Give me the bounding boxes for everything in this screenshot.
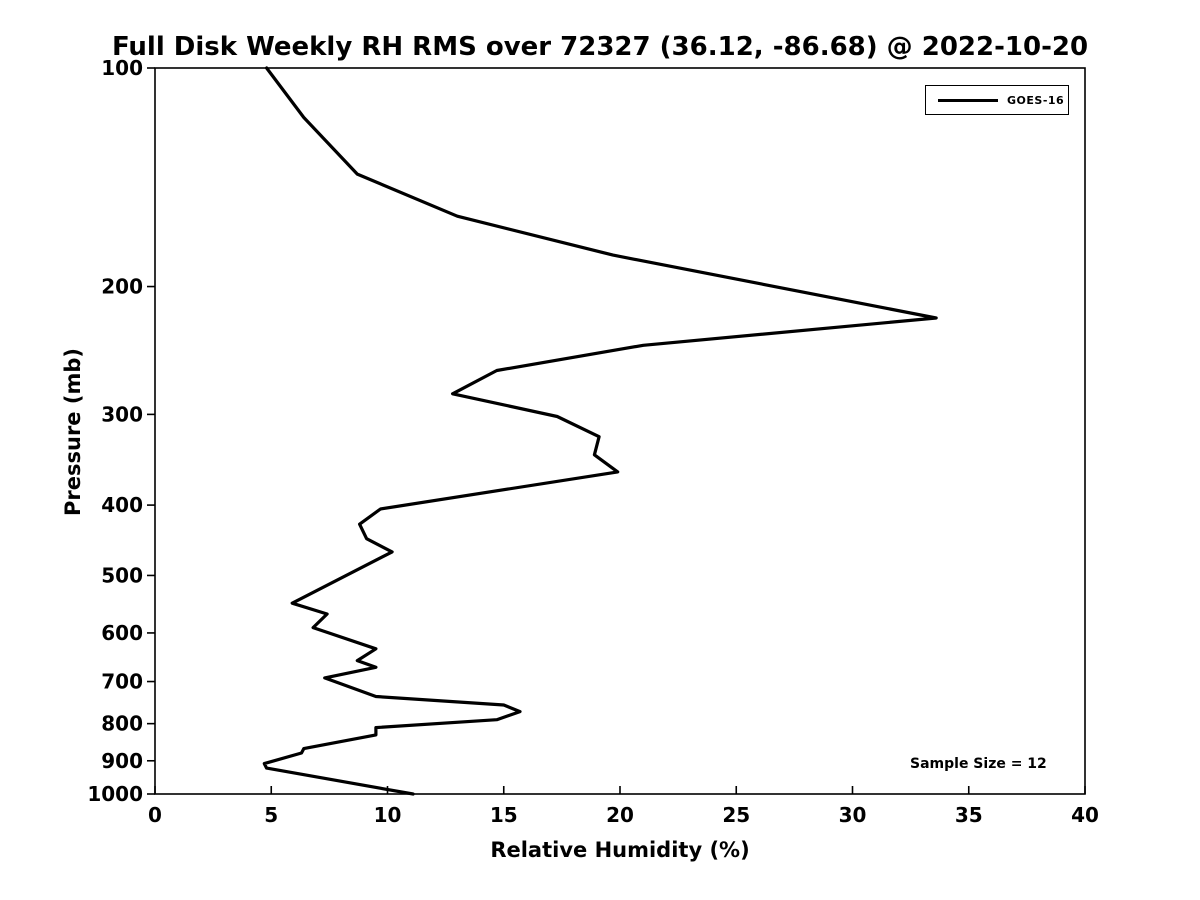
x-tick-label: 10: [374, 803, 402, 827]
chart-title: Full Disk Weekly RH RMS over 72327 (36.1…: [111, 32, 1089, 62]
sample-size-annotation: Sample Size = 12: [910, 756, 1047, 772]
x-tick-label: 25: [722, 803, 750, 827]
y-tick-label: 700: [101, 670, 143, 694]
y-tick-label: 600: [101, 621, 143, 645]
x-tick-label: 30: [839, 803, 867, 827]
rh-profile-line-goes-16: [262, 66, 938, 796]
x-tick-label: 35: [955, 803, 983, 827]
x-axis-label: Relative Humidity (%): [490, 838, 750, 862]
y-tick-label: 400: [101, 493, 143, 517]
x-tick-label: 0: [148, 803, 162, 827]
y-tick-label: 500: [101, 563, 143, 587]
x-tick-label: 20: [606, 803, 634, 827]
y-tick-label: 800: [101, 712, 143, 736]
y-axis-label: Pressure (mb): [61, 348, 85, 516]
x-tick-label: 40: [1071, 803, 1099, 827]
plot-frame: [154, 67, 1086, 795]
y-tick-label: 900: [101, 749, 143, 773]
y-tick-label: 100: [101, 56, 143, 80]
legend-box: GOES-16: [925, 85, 1069, 115]
legend-line-sample: [938, 98, 998, 102]
y-tick-label: 200: [101, 275, 143, 299]
y-tick-label: 300: [101, 402, 143, 426]
legend-label: GOES-16: [1007, 93, 1065, 107]
x-tick-label: 15: [490, 803, 518, 827]
y-tick-label: 1000: [87, 782, 143, 806]
x-tick-label: 5: [264, 803, 278, 827]
